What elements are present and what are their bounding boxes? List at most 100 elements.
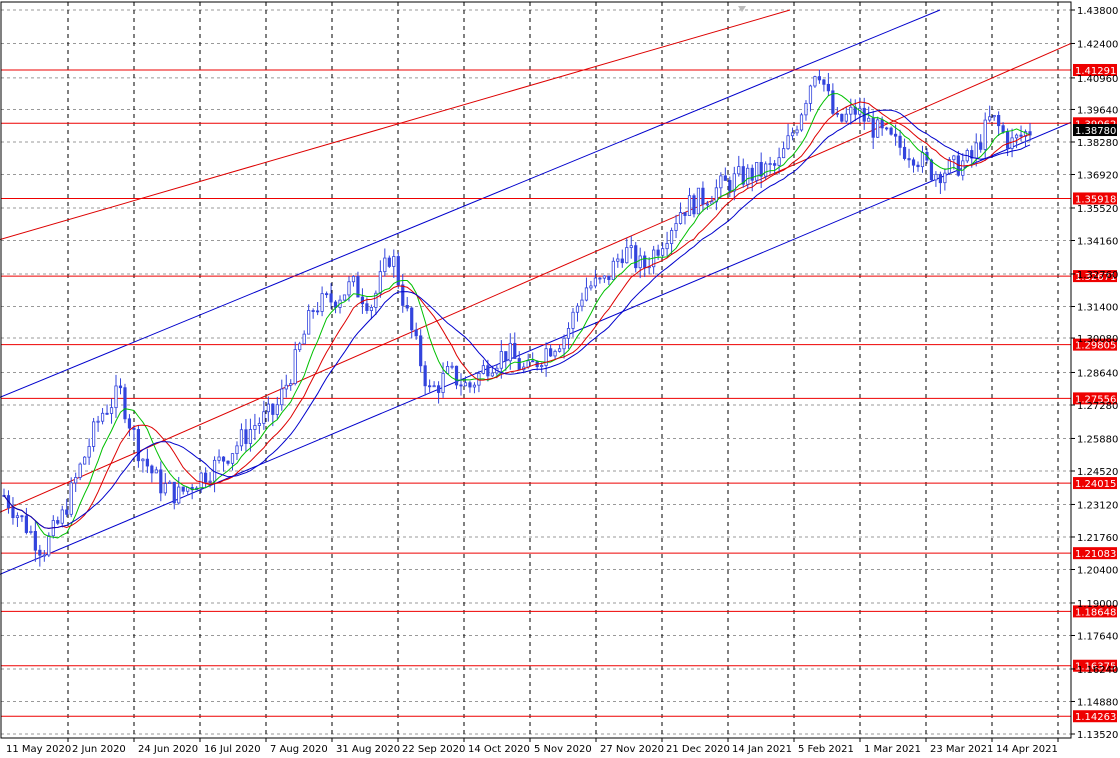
candle-body [893, 133, 898, 137]
y-tick-label: 1.40960 [1077, 74, 1118, 85]
candle-body [118, 385, 123, 389]
candle-body [997, 115, 1001, 127]
candle-body [826, 83, 830, 92]
candle-body [47, 535, 51, 556]
y-tick-label: 1.19000 [1077, 599, 1118, 610]
candle-body [472, 384, 477, 388]
candle-body [607, 275, 611, 280]
candle-body [723, 175, 727, 181]
candle-body [580, 299, 584, 307]
candle-body [764, 163, 768, 177]
y-tick-label: 1.39640 [1077, 105, 1118, 116]
candle-body [15, 515, 20, 519]
level-label-bg [1073, 710, 1117, 723]
candle-body [540, 365, 544, 367]
level-label: 1.29805 [1075, 341, 1116, 352]
candle-body [656, 249, 660, 256]
candle-body [961, 160, 965, 176]
candle-body [92, 421, 96, 447]
candle-body [69, 482, 73, 515]
level-label-bg [1073, 605, 1117, 618]
y-tick-label: 1.34160 [1077, 236, 1118, 247]
candle-body [307, 310, 311, 335]
candle-body [920, 151, 925, 168]
candle-body [24, 515, 29, 533]
candle-body [880, 119, 884, 129]
candle-body [817, 76, 822, 81]
candle-body [504, 351, 508, 362]
candle-body [20, 515, 24, 518]
candle-body [575, 305, 580, 313]
ma-mid-line [3, 101, 1031, 529]
candle-body [983, 119, 987, 150]
candle-body [714, 187, 718, 203]
candle-body [643, 255, 647, 268]
candle-body [750, 167, 754, 181]
candle-body [947, 159, 951, 174]
candle-body [423, 365, 427, 387]
candle-body [248, 429, 253, 444]
candle-body [665, 243, 669, 250]
candle-body [804, 102, 808, 116]
candle-body [42, 554, 46, 557]
candle-body [454, 365, 459, 386]
y-tick-label: 1.17640 [1077, 631, 1118, 642]
candle-body [410, 307, 414, 331]
candle-body [517, 358, 521, 371]
y-tick-label: 1.27280 [1077, 401, 1118, 412]
y-tick-label: 1.25880 [1077, 434, 1118, 445]
candle-body [849, 106, 853, 115]
candle-body [271, 403, 275, 415]
candle-body [235, 445, 239, 455]
candle-body [481, 365, 485, 374]
candle-body [441, 373, 445, 393]
candle-body [253, 425, 257, 430]
candle-body [979, 142, 983, 150]
grid [1, 2, 1071, 738]
red-trend-middle [0, 43, 1072, 513]
candle-body [459, 384, 463, 387]
candle-body [885, 127, 889, 130]
candle-body [544, 348, 548, 366]
candle-body [450, 365, 454, 368]
y-tick-label: 1.24520 [1077, 467, 1118, 478]
candle-body [952, 155, 956, 161]
candle-body [696, 187, 701, 215]
y-tick-label: 1.31400 [1077, 302, 1118, 313]
channel-lower-line [0, 121, 1072, 575]
candle-body [257, 422, 261, 426]
x-tick-label: 11 May 2020 [6, 744, 71, 755]
candle-body [127, 418, 132, 429]
x-tick-label: 27 Nov 2020 [600, 744, 664, 755]
candle-body [141, 458, 145, 462]
y-tick-label: 1.23120 [1077, 500, 1118, 511]
level-label: 1.16375 [1075, 662, 1116, 673]
candle-body [298, 343, 302, 351]
candle-body [584, 287, 589, 301]
horizontal-levels: 1.412911.390621.359181.326711.298051.275… [1, 63, 1117, 723]
candle-body [701, 187, 705, 205]
candle-body [1010, 137, 1014, 149]
y-tick-label: 1.16240 [1077, 665, 1118, 676]
candle-body [773, 163, 777, 166]
candle-body [356, 276, 360, 298]
y-tick-label: 1.38280 [1077, 138, 1118, 149]
red-trend-upper [0, 9, 791, 241]
level-label-bg [1073, 270, 1117, 283]
candle-body [320, 293, 324, 312]
y-tick-label: 1.36920 [1077, 171, 1118, 182]
candle-body [262, 411, 266, 424]
candle-body [674, 223, 678, 231]
candle-body [598, 277, 602, 280]
level-label-bg [1073, 659, 1117, 672]
candle-body [705, 203, 710, 206]
scroll-marker-icon [738, 6, 746, 12]
candle-body [383, 257, 387, 273]
x-tick-label: 7 Aug 2020 [270, 744, 328, 755]
candle-body [87, 446, 91, 458]
candle-body [513, 342, 517, 359]
candle-body [687, 195, 692, 216]
candle-body [755, 161, 759, 181]
candle-body [83, 456, 87, 465]
level-label: 1.41291 [1075, 66, 1116, 77]
